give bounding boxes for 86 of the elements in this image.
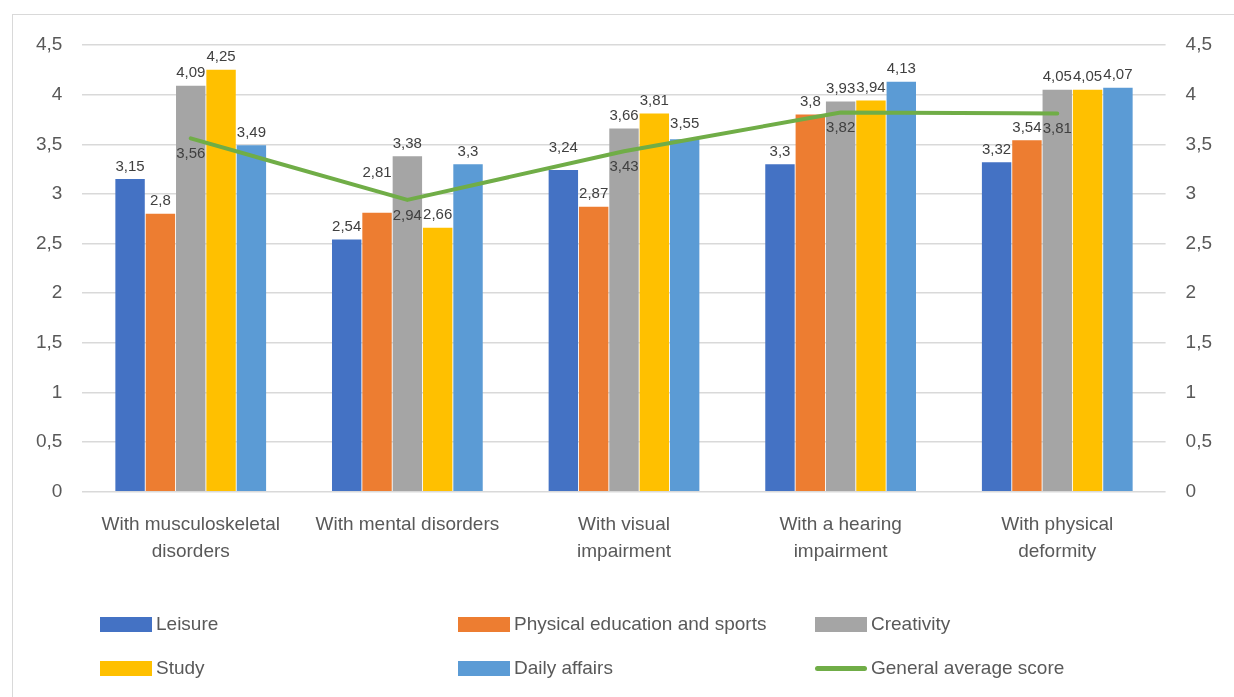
bar [206, 69, 236, 492]
y-tick-label: 4,5 [35, 33, 63, 55]
bar [795, 114, 826, 492]
y2-tick-label: 0 [1185, 480, 1197, 502]
y2-tick-label: 4 [1185, 82, 1197, 104]
bar [1042, 89, 1072, 492]
data-label: 4,25 [206, 47, 236, 65]
bar [145, 213, 176, 492]
legend-label: Study [156, 657, 205, 679]
data-label: 3,38 [392, 133, 422, 151]
x-tick-label: With mental disorders [315, 513, 500, 535]
bar [578, 206, 609, 492]
data-label: 3,93 [826, 79, 856, 97]
y2-tick-label: 1 [1185, 380, 1197, 402]
bar [825, 101, 856, 492]
bar [176, 85, 206, 492]
data-label: 3,32 [982, 139, 1012, 157]
bar [332, 239, 362, 492]
y-tick-label: 3,5 [35, 132, 63, 154]
bar [1012, 140, 1042, 492]
bar [1072, 89, 1103, 492]
y-tick-label: 1,5 [35, 331, 63, 353]
x-tick-label: With a hearing impairment [779, 513, 902, 561]
data-label: 2,87 [579, 184, 609, 202]
bar [236, 145, 267, 492]
data-label: 3,55 [670, 114, 700, 132]
bar [856, 100, 886, 492]
legend-label: General average score [871, 657, 1065, 679]
y-tick-label: 4 [51, 82, 63, 104]
data-label: 3,43 [609, 156, 639, 174]
y-tick-label: 0,5 [35, 430, 63, 452]
data-label: 3,94 [856, 78, 886, 96]
data-label: 2,8 [149, 191, 171, 209]
y-tick-label: 3 [51, 182, 63, 204]
bar [886, 81, 916, 492]
data-label: 3,3 [769, 141, 791, 159]
data-label: 2,54 [332, 217, 362, 235]
data-label: 3,82 [826, 118, 856, 136]
data-label: 4,05 [1073, 67, 1103, 85]
data-label: 3,81 [1042, 119, 1072, 137]
bar [362, 212, 392, 492]
x-tick-label: With visual impairment [577, 513, 672, 561]
data-label: 3,49 [236, 122, 266, 140]
y2-tick-label: 1,5 [1185, 331, 1213, 353]
y-tick-label: 2 [51, 281, 63, 303]
data-label: 2,81 [362, 163, 392, 181]
x-tick-label: With physical deformity [1001, 513, 1114, 561]
y2-tick-label: 3 [1185, 182, 1197, 204]
y2-tick-label: 2,5 [1185, 231, 1213, 253]
data-label: 4,07 [1103, 65, 1133, 83]
bar [392, 156, 423, 492]
y2-tick-label: 4,5 [1185, 33, 1213, 55]
y-tick-label: 1 [51, 380, 63, 402]
y2-tick-label: 0,5 [1185, 430, 1213, 452]
legend-label: Daily affairs [514, 657, 613, 679]
data-label: 4,05 [1042, 67, 1072, 85]
data-label: 3,24 [548, 138, 578, 155]
bar [422, 227, 453, 492]
bar [115, 179, 145, 492]
x-tick-label: With musculoskeletal disorders [101, 513, 280, 561]
data-label: 4,09 [176, 63, 206, 81]
bar [453, 164, 483, 492]
legend-label: Creativity [871, 613, 951, 635]
bar [1103, 87, 1133, 492]
data-label: 3,15 [115, 156, 145, 174]
data-label: 3,3 [457, 141, 479, 159]
bar [981, 162, 1012, 492]
data-label: 3,8 [799, 92, 821, 110]
y-tick-label: 0 [51, 480, 63, 502]
data-label: 3,66 [609, 106, 639, 124]
legend-label: Leisure [156, 613, 219, 635]
bar [669, 139, 700, 492]
data-label: 2,66 [423, 205, 453, 223]
data-label: 3,54 [1012, 117, 1042, 135]
data-label: 3,56 [176, 143, 206, 161]
y-tick-label: 2,5 [35, 231, 63, 253]
legend-label: Physical education and sports [514, 613, 767, 635]
data-label: 4,13 [886, 59, 916, 77]
bar [765, 164, 795, 492]
bar [639, 113, 670, 492]
data-label: 3,81 [639, 91, 669, 109]
data-label: 2,94 [392, 205, 422, 223]
y2-tick-label: 2 [1185, 281, 1197, 303]
y2-tick-label: 3,5 [1185, 132, 1213, 154]
bar [609, 128, 639, 492]
bar [548, 170, 579, 492]
